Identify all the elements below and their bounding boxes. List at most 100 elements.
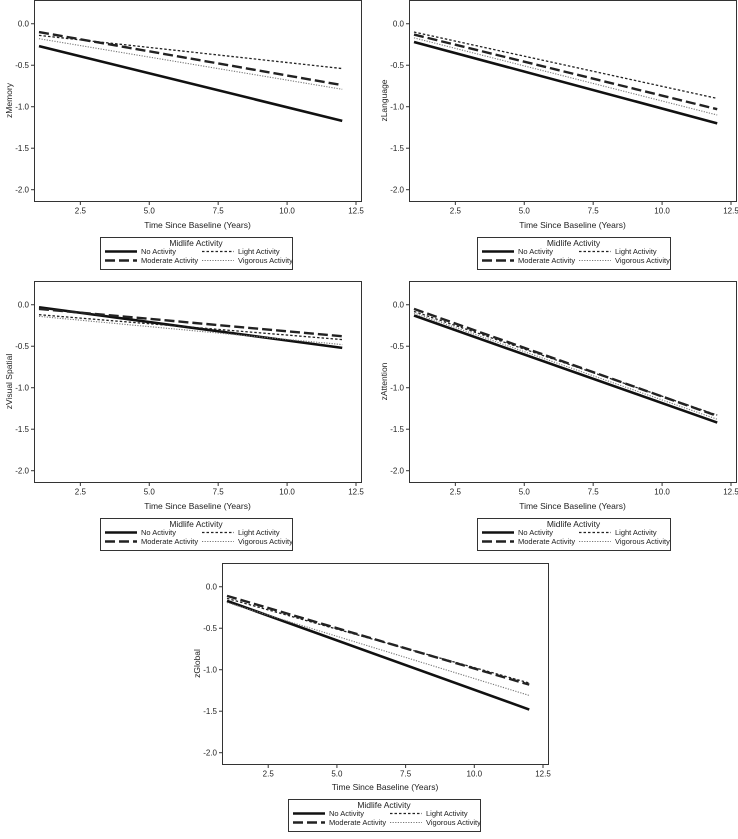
series-line-moderate-activity: [226, 594, 530, 686]
y-axis-label: zMemory: [4, 82, 14, 118]
x-tick-label: 12.5: [535, 770, 551, 779]
series-line-no-activity: [226, 599, 530, 711]
legend-entry: No Activity: [518, 247, 553, 256]
y-axis-label: zLanguage: [379, 79, 389, 121]
series-line-no-activity: [413, 314, 718, 424]
y-tick-label: -1.5: [15, 144, 29, 153]
x-axis-ticks: 2.5 5.0 7.5 10.0 12.5: [75, 482, 364, 497]
y-tick-label: -1.0: [390, 103, 404, 112]
y-tick-label: -1.0: [203, 666, 217, 675]
x-tick-label: 2.5: [75, 488, 87, 497]
x-tick-label: 7.5: [213, 207, 225, 216]
x-tick-label: 12.5: [348, 488, 364, 497]
legend-entry: Light Activity: [615, 247, 657, 256]
legend-entry: Moderate Activity: [141, 256, 198, 265]
series-line-moderate-activity: [38, 30, 343, 87]
y-tick-label: -0.5: [15, 61, 29, 70]
series-line-vigorous-activity: [413, 37, 718, 116]
x-tick-label: 10.0: [467, 770, 483, 779]
x-tick-label: 2.5: [450, 207, 462, 216]
legend-entry: Moderate Activity: [141, 537, 198, 546]
y-axis-label: zGlobal: [192, 649, 202, 678]
series-line-light-activity: [38, 314, 343, 341]
y-tick-label: 0.0: [18, 20, 30, 29]
y-axis-ticks: 0.0 -0.5 -1.0 -1.5 -2.0: [203, 583, 223, 758]
legend-entry: Moderate Activity: [329, 818, 386, 827]
legend-box: [288, 799, 481, 832]
plot-frame: [34, 281, 362, 483]
x-axis-ticks: 2.5 5.0 7.5 10.0 12.5: [263, 764, 551, 779]
x-tick-label: 5.0: [144, 207, 156, 216]
legend-title: Midlife Activity: [357, 800, 411, 810]
x-axis-label: Time Since Baseline (Years): [519, 220, 626, 230]
series-line-moderate-activity: [413, 307, 718, 418]
series-line-moderate-activity: [413, 33, 718, 111]
series-lines: [38, 30, 343, 123]
y-tick-label: -0.5: [203, 624, 217, 633]
x-tick-label: 10.0: [279, 488, 295, 497]
series-line-vigorous-activity: [38, 38, 343, 90]
y-tick-label: -0.5: [15, 342, 29, 351]
x-axis-label: Time Since Baseline (Years): [144, 501, 251, 511]
x-tick-label: 12.5: [723, 207, 738, 216]
y-tick-label: -2.0: [390, 186, 404, 195]
y-tick-label: -1.5: [203, 707, 217, 716]
x-tick-label: 2.5: [450, 488, 462, 497]
x-tick-label: 7.5: [400, 770, 412, 779]
y-tick-label: -1.5: [390, 144, 404, 153]
legend-title: Midlife Activity: [169, 519, 223, 529]
chart-panel-3: 0.0 -0.5 -1.0 -1.5 -2.0 2.5 5.0 7.5 10.0 12.5 Time…: [4, 281, 364, 551]
y-tick-label: -2.0: [15, 467, 29, 476]
series-line-moderate-activity: [38, 307, 343, 338]
legend-entry: Light Activity: [238, 528, 280, 537]
series-line-light-activity: [226, 597, 530, 684]
x-axis-label: Time Since Baseline (Years): [332, 782, 439, 792]
x-axis-ticks: 2.5 5.0 7.5 10.0 12.5: [450, 201, 738, 216]
legend-entry: No Activity: [329, 809, 364, 818]
plot-frame: [409, 0, 737, 202]
x-tick-label: 7.5: [588, 488, 600, 497]
x-tick-label: 2.5: [75, 207, 87, 216]
y-tick-label: -2.0: [15, 186, 29, 195]
chart-panel-1: 0.0 -0.5 -1.0 -1.5 -2.0 2.5 5.0 7.5 10.0 12.5 Time…: [4, 0, 364, 270]
y-axis-ticks: 0.0 -0.5 -1.0 -1.5 -2.0: [15, 20, 35, 195]
legend-box: [477, 518, 671, 551]
y-axis-ticks: 0.0 -0.5 -1.0 -1.5 -2.0: [15, 301, 35, 476]
legend-entry: Vigorous Activity: [615, 256, 670, 265]
x-axis-label: Time Since Baseline (Years): [519, 501, 626, 511]
chart-panel-5: 0.0 -0.5 -1.0 -1.5 -2.0 2.5 5.0 7.5 10.0 12.5 Time…: [192, 563, 551, 832]
series-line-no-activity: [413, 40, 718, 125]
series-lines: [38, 305, 343, 350]
y-tick-label: -0.5: [390, 61, 404, 70]
legend-box: [477, 237, 671, 270]
x-tick-label: 5.0: [331, 770, 343, 779]
x-axis-ticks: 2.5 5.0 7.5 10.0 12.5: [450, 482, 738, 497]
y-tick-label: -1.5: [15, 425, 29, 434]
y-axis-ticks: 0.0 -0.5 -1.0 -1.5 -2.0: [390, 301, 410, 476]
y-tick-label: -1.0: [15, 384, 29, 393]
y-tick-label: -1.5: [390, 425, 404, 434]
legend-entry: Vigorous Activity: [615, 537, 670, 546]
x-tick-label: 10.0: [279, 207, 295, 216]
legend-title: Midlife Activity: [547, 519, 601, 529]
x-tick-label: 5.0: [144, 488, 156, 497]
x-tick-label: 10.0: [654, 207, 670, 216]
x-axis-label: Time Since Baseline (Years): [144, 220, 251, 230]
plot-frame: [409, 281, 737, 483]
x-tick-label: 10.0: [654, 488, 670, 497]
chart-panel-2: 0.0 -0.5 -1.0 -1.5 -2.0 2.5 5.0 7.5 10.0 12.5 Time…: [379, 0, 738, 270]
legend-entry: Moderate Activity: [518, 537, 575, 546]
series-line-light-activity: [413, 31, 718, 100]
y-tick-label: -0.5: [390, 342, 404, 351]
y-tick-label: -2.0: [390, 467, 404, 476]
y-tick-label: -1.0: [390, 384, 404, 393]
x-tick-label: 5.0: [519, 207, 531, 216]
chart-panel-4: 0.0 -0.5 -1.0 -1.5 -2.0 2.5 5.0 7.5 10.0 12.5 Time…: [379, 281, 738, 551]
legend-title: Midlife Activity: [547, 238, 601, 248]
legend-entry: No Activity: [518, 528, 553, 537]
